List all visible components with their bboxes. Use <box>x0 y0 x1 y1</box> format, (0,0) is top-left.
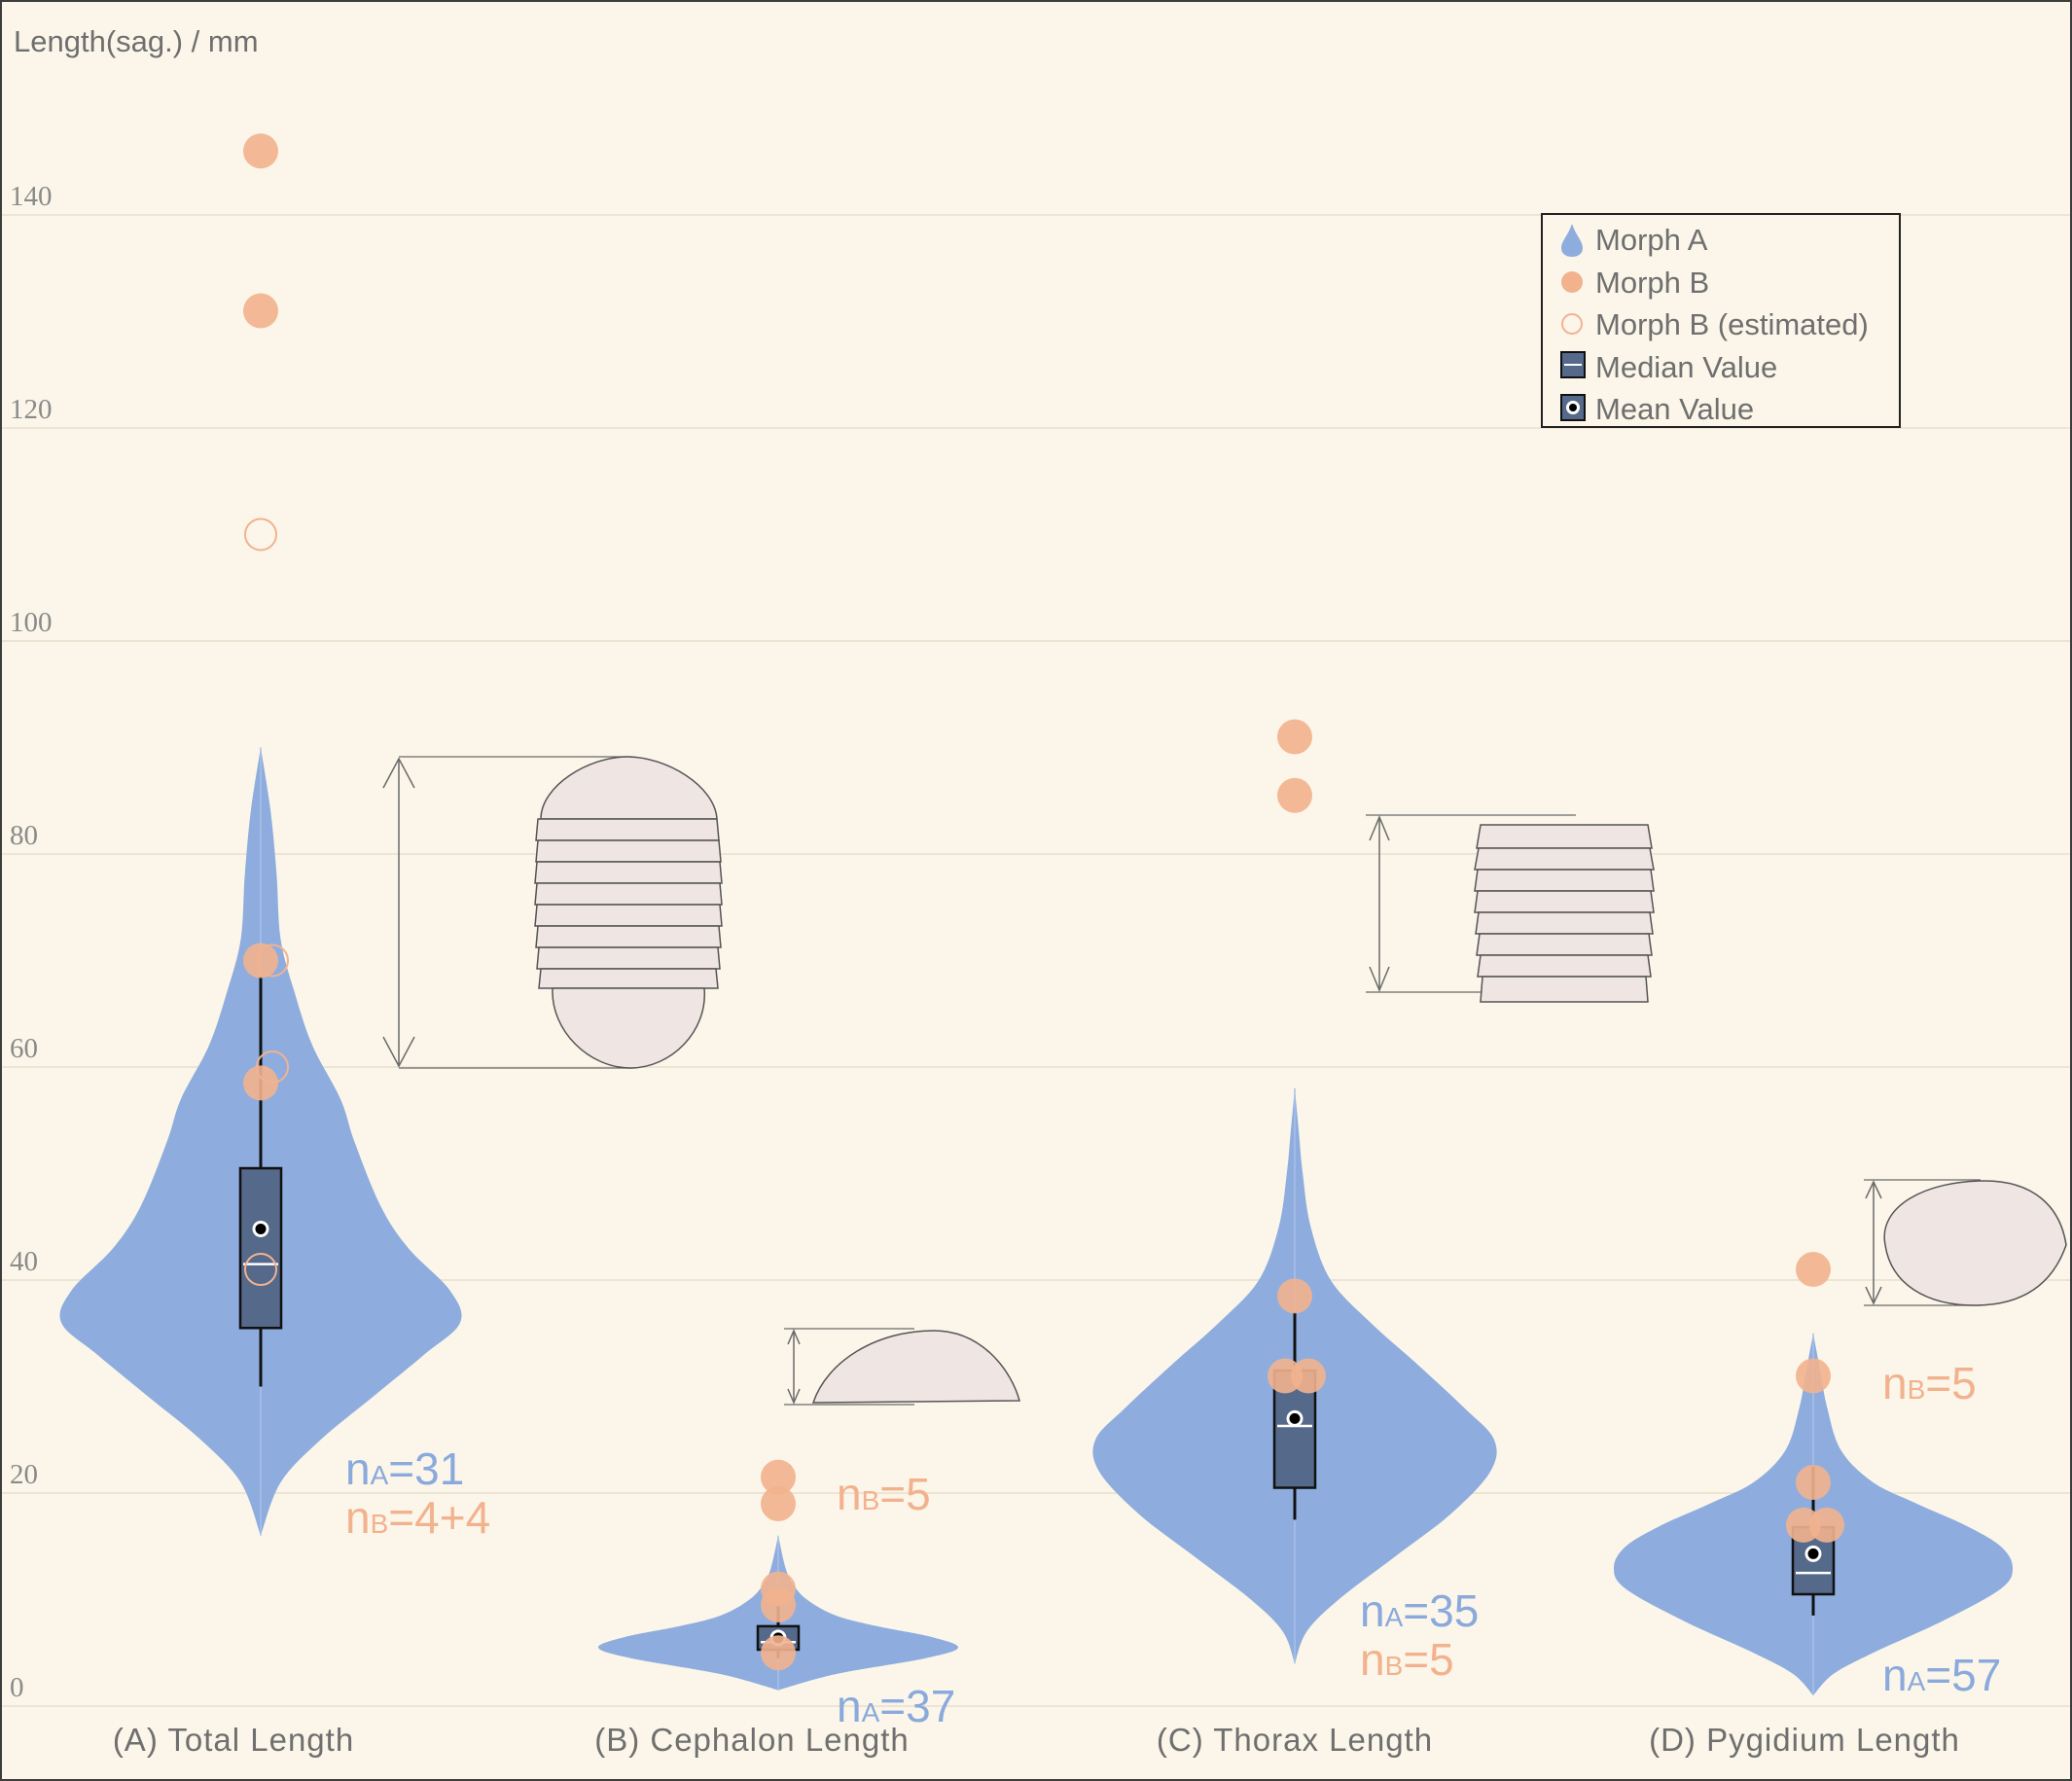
n-b-label: nB=4+4 <box>345 1492 490 1543</box>
morph-b-point <box>1796 1465 1831 1501</box>
n-b-label: nB=5 <box>837 1469 931 1519</box>
morph-b-point <box>1809 1507 1844 1543</box>
y-axis-label: Length(sag.) / mm <box>14 24 259 58</box>
morph-b-point <box>1277 1278 1312 1314</box>
y-tick-label: 120 <box>10 394 53 425</box>
legend: Morph A Morph B Morph B (estimated) Medi… <box>1541 213 1901 428</box>
y-tick-label: 140 <box>10 181 53 212</box>
morph-b-point <box>1796 1252 1831 1288</box>
morph-b-point <box>1277 719 1312 755</box>
legend-morph-a-label: Morph A <box>1595 223 1708 257</box>
n-a-label: nA=35 <box>1360 1585 1479 1636</box>
y-tick-label: 80 <box>10 820 38 851</box>
y-tick-label: 20 <box>10 1459 38 1490</box>
morph-b-estimated-point <box>244 1253 277 1287</box>
n-a-label: nA=31 <box>345 1443 464 1494</box>
n-b-label: nB=5 <box>1882 1358 1977 1408</box>
y-tick-label: 60 <box>10 1033 38 1064</box>
pygidium-illustration <box>1864 1179 2067 1306</box>
morph-b-estimated-point <box>244 517 277 552</box>
morph-b-point <box>243 1065 278 1101</box>
morph-b-estimated-point <box>256 1051 289 1084</box>
morph-b-point <box>1291 1358 1326 1394</box>
y-tick-label: 100 <box>10 607 53 638</box>
morph-b-point <box>761 1459 796 1495</box>
morph-b-point <box>1796 1358 1831 1394</box>
cephalon-illustration <box>784 1328 1020 1406</box>
legend-morph-a-marker <box>1561 224 1583 257</box>
category-label: (A) Total Length <box>113 1722 354 1758</box>
mean-dot <box>1289 1412 1301 1424</box>
category-label: (C) Thorax Length <box>1157 1722 1433 1758</box>
category-label: (D) Pygidium Length <box>1649 1722 1960 1758</box>
mean-dot <box>1807 1548 1819 1559</box>
iqr-box <box>238 1166 283 1330</box>
morph-b-point <box>761 1586 796 1622</box>
morph-b-point <box>1277 777 1312 813</box>
legend-frame <box>1541 213 1901 428</box>
n-b-label: nB=5 <box>1360 1634 1454 1685</box>
n-a-label: nA=37 <box>837 1681 955 1731</box>
morph-b-estimated-point <box>256 944 289 978</box>
n-a-label: nA=57 <box>1882 1650 2001 1700</box>
legend-morph-b-estimated-marker <box>1561 313 1583 335</box>
morph-b-point <box>761 1635 796 1671</box>
morph-b-point <box>243 293 278 329</box>
y-tick-label: 40 <box>10 1246 38 1277</box>
morph-b-points <box>243 133 1844 1671</box>
category-label: (B) Cephalon Length <box>594 1722 910 1758</box>
mean-dot <box>255 1223 267 1234</box>
morph-b-point <box>243 943 278 979</box>
legend-median-label: Median Value <box>1595 350 1777 384</box>
legend-morph-b-label: Morph B <box>1595 266 1709 300</box>
thorax-illustration <box>1366 814 1655 1003</box>
y-tick-label: 0 <box>10 1672 24 1703</box>
legend-morph-b-marker <box>1561 271 1583 293</box>
morph-b-point <box>761 1485 796 1521</box>
whole-body-illustration <box>382 756 723 1069</box>
legend-morph-b-estimated-label: Morph B (estimated) <box>1595 307 1869 341</box>
legend-mean-label: Mean Value <box>1595 392 1754 426</box>
trilobite-illustrations <box>382 756 2067 1406</box>
y-tick-labels: 0 20 40 60 80 100 120 140 <box>10 181 53 1703</box>
morph-b-point <box>243 133 278 169</box>
